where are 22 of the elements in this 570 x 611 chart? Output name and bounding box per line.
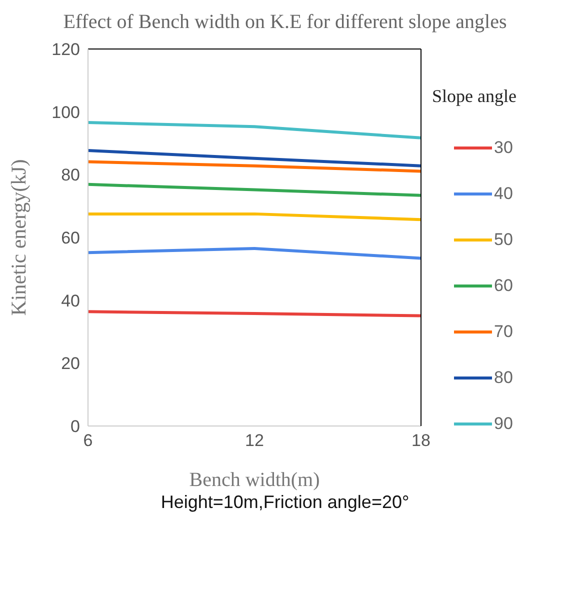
y-tick-label: 0 <box>70 417 80 436</box>
legend-label: 90 <box>494 414 513 434</box>
y-axis-title: Kinetic energy(kJ) <box>6 159 30 316</box>
legend-label: 30 <box>494 138 513 158</box>
x-tick-label: 18 <box>412 431 430 450</box>
legend-title: Slope angle <box>432 86 518 106</box>
legend-label: 60 <box>494 276 513 296</box>
y-tick-label: 80 <box>61 166 80 185</box>
legend-label: 40 <box>494 184 513 204</box>
x-axis-title: Bench width(m) <box>189 469 320 491</box>
chart-title: Effect of Bench width on K.E for different slope angles <box>62 10 508 35</box>
text: Height=10m,Friction angle=20° <box>160 492 410 513</box>
legend-label: 50 <box>494 230 513 250</box>
y-tick-label: 40 <box>61 291 80 310</box>
x-tick-label: 12 <box>245 431 264 450</box>
y-tick-label: 120 <box>52 40 80 60</box>
y-tick-label: 20 <box>61 354 80 374</box>
legend-label: 80 <box>494 368 513 388</box>
legend-label: 70 <box>494 322 513 342</box>
x-tick-label: 6 <box>83 431 93 450</box>
y-tick-label: 100 <box>52 102 80 122</box>
y-tick-label: 60 <box>61 228 80 248</box>
